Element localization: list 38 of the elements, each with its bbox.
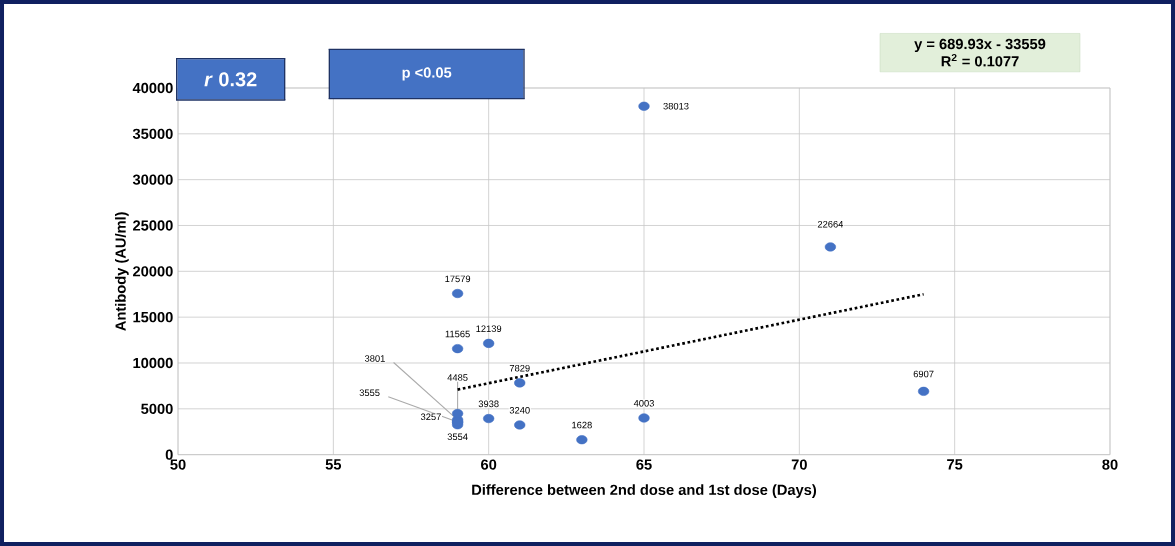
data-label: 1628: [572, 421, 592, 429]
y-tick-label: 20000: [133, 266, 173, 277]
x-axis-title: Difference between 2nd dose and 1st dose (Days): [472, 484, 817, 498]
x-tick-label: 80: [1102, 459, 1118, 470]
x-tick-label: 75: [947, 459, 963, 470]
y-tick-label: 0: [165, 449, 173, 460]
y-tick-label: 10000: [133, 357, 173, 369]
y-tick-label: 35000: [132, 128, 173, 140]
data-label: 4003: [633, 400, 654, 407]
y-tick-label: 40000: [132, 82, 173, 94]
y-tick-label: 25000: [133, 220, 173, 231]
data-label: 6907: [913, 370, 934, 378]
data-label: 3938: [478, 400, 499, 408]
data-label: 22664: [817, 220, 844, 228]
data-label: 3554: [447, 433, 468, 441]
x-tick-label: 65: [636, 459, 652, 470]
data-label: 4485: [447, 374, 468, 381]
x-tick-label: 55: [325, 459, 342, 470]
x-tick-label: 50: [170, 459, 186, 470]
text: r 0.32: [204, 72, 257, 87]
x-tick-label: 60: [481, 459, 497, 470]
data-label: 38013: [663, 102, 689, 110]
data-label: 12139: [476, 325, 502, 333]
data-label: 17579: [445, 275, 471, 283]
data-label: 3257: [420, 413, 441, 421]
text: y = 689.93x - 33559: [914, 38, 1046, 53]
data-label: 3240: [509, 407, 530, 414]
data-label: 3801: [364, 355, 385, 362]
x-tick-label: 70: [791, 459, 807, 470]
data-label: 7829: [509, 364, 530, 372]
text: R$^{2}$ = 0.1077: [941, 53, 1019, 67]
y-tick-label: 5000: [141, 403, 173, 415]
data-label: 3555: [359, 389, 380, 397]
text: p <0.05: [402, 67, 452, 81]
y-tick-label: 15000: [133, 311, 173, 323]
data-label: 11565: [445, 330, 470, 338]
y-tick-label: 30000: [132, 174, 173, 185]
y-axis-title: Antibody (AU/ml): [115, 212, 129, 331]
